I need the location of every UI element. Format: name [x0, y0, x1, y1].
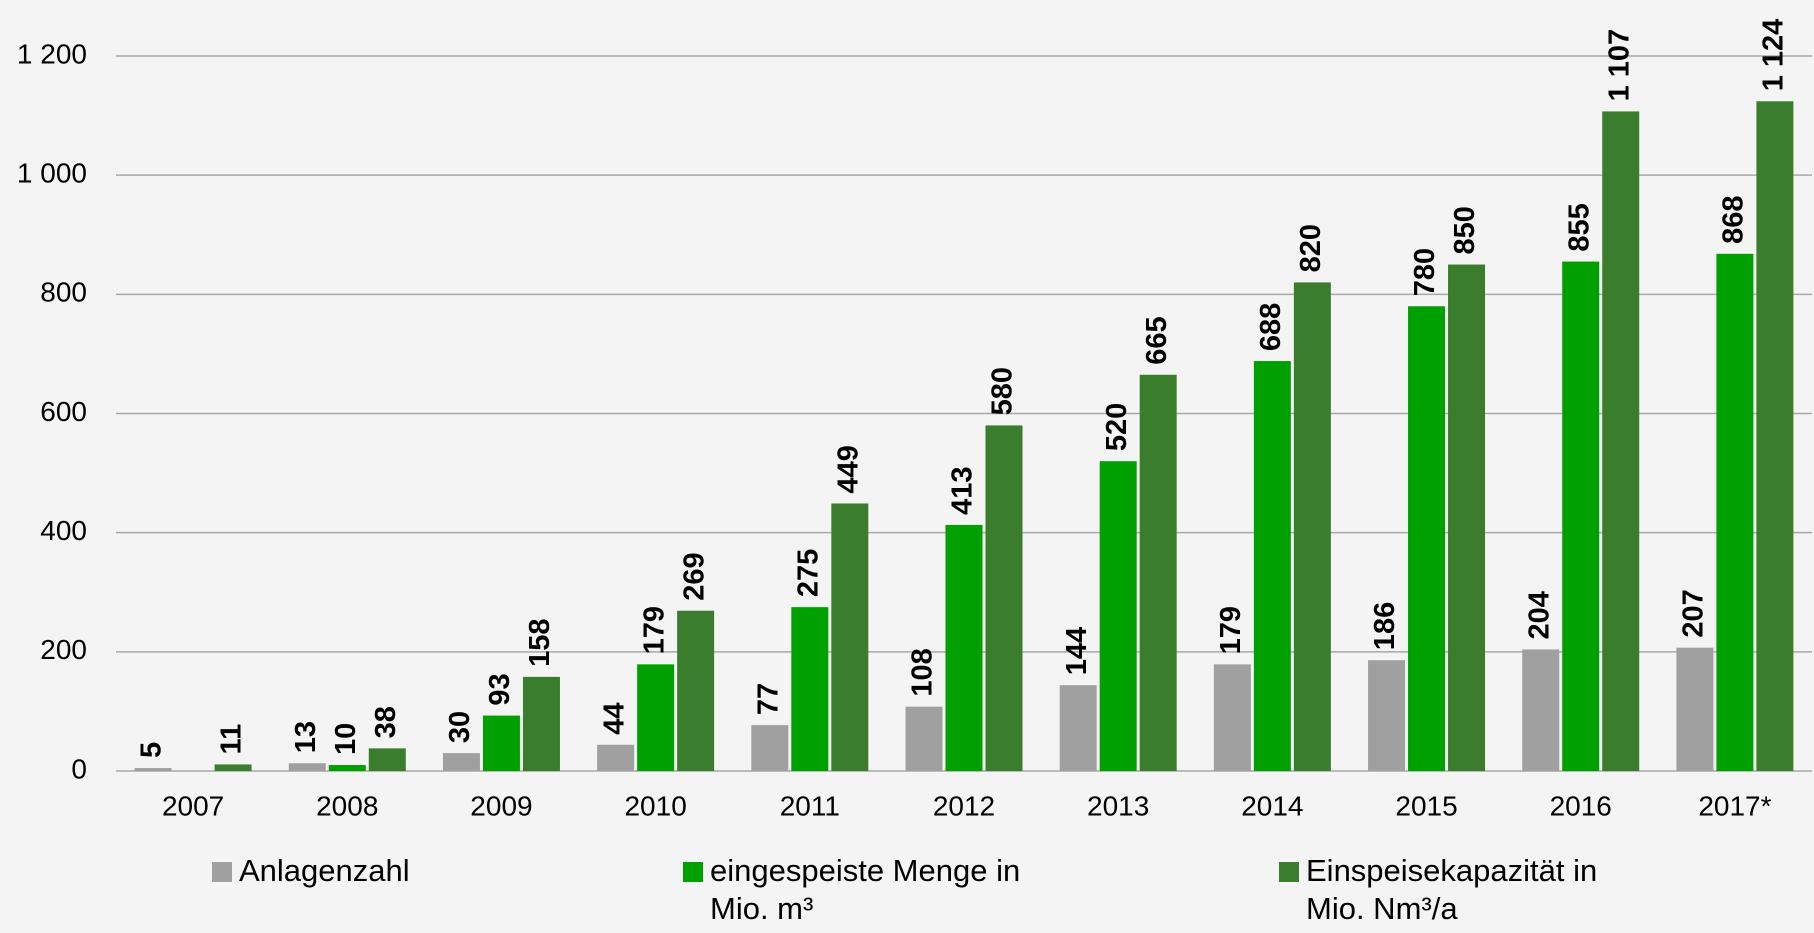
data-label: 144	[1061, 627, 1093, 675]
data-label: 449	[832, 445, 864, 493]
x-tick-label: 2010	[624, 790, 686, 821]
x-tick-label: 2017*	[1698, 790, 1771, 821]
data-label: 108	[907, 648, 939, 696]
data-label: 186	[1369, 602, 1401, 650]
bar	[985, 425, 1023, 771]
x-tick-label: 2011	[780, 790, 840, 821]
data-label: 820	[1295, 224, 1327, 272]
bar	[288, 763, 326, 771]
data-label: 275	[792, 549, 824, 597]
data-label: 38	[370, 706, 402, 738]
bar	[905, 706, 943, 771]
y-tick-label: 200	[40, 634, 87, 665]
data-label: 688	[1255, 303, 1287, 351]
y-tick-label: 0	[71, 753, 87, 784]
bar	[214, 764, 252, 771]
data-label: 580	[987, 367, 1019, 415]
bar	[1139, 374, 1177, 771]
data-label: 13	[290, 721, 322, 753]
bar	[482, 715, 520, 771]
data-label: 179	[1215, 606, 1247, 654]
bar	[134, 768, 172, 771]
data-label: 10	[330, 723, 362, 755]
data-label: 665	[1141, 316, 1173, 364]
data-label: 1 107	[1603, 29, 1635, 102]
bar	[368, 748, 406, 771]
data-label: 868	[1718, 195, 1750, 243]
data-label: 413	[947, 467, 979, 515]
data-label: 11	[216, 724, 248, 755]
bar	[1676, 647, 1714, 771]
legend-swatch	[683, 862, 703, 882]
bar	[442, 753, 480, 771]
data-label: 93	[484, 673, 516, 705]
bar	[945, 524, 983, 771]
legend-label: Einspeisekapazität in Mio. Nm³/a	[1306, 853, 1598, 926]
bar	[1562, 261, 1600, 771]
legend-swatch	[212, 862, 232, 882]
bar	[1293, 282, 1331, 771]
data-label: 780	[1409, 248, 1441, 296]
x-tick-label: 2015	[1395, 790, 1457, 821]
bar	[1253, 361, 1291, 771]
y-tick-label: 1 200	[17, 38, 87, 69]
bar	[1059, 685, 1097, 771]
data-label: 158	[524, 618, 556, 666]
x-tick-label: 2012	[933, 790, 995, 821]
bar	[1602, 111, 1640, 772]
data-label: 30	[444, 711, 476, 743]
bar	[1368, 660, 1406, 771]
bar	[522, 676, 560, 771]
bar	[1448, 264, 1486, 771]
bar	[1716, 253, 1754, 772]
x-tick-label: 2008	[316, 790, 378, 821]
bar	[791, 607, 829, 771]
bar	[1213, 664, 1251, 771]
data-label: 5	[136, 742, 168, 758]
data-label: 77	[752, 683, 784, 715]
y-tick-label: 600	[40, 396, 87, 427]
data-label: 44	[598, 703, 630, 735]
bar	[328, 765, 366, 771]
data-label: 1 124	[1758, 19, 1790, 92]
bar	[1756, 101, 1794, 772]
data-label: 179	[638, 606, 670, 654]
bar	[637, 664, 675, 771]
x-tick-label: 2016	[1550, 790, 1612, 821]
legend-label: eingespeiste Menge in Mio. m³	[710, 853, 1021, 926]
y-tick-label: 400	[40, 515, 87, 546]
data-label: 269	[678, 552, 710, 600]
bar	[677, 610, 715, 771]
bar	[1099, 461, 1137, 771]
legend-label: Anlagenzahl	[239, 853, 410, 888]
legend-swatch	[1279, 862, 1299, 882]
bar	[831, 503, 869, 771]
y-tick-label: 1 000	[17, 158, 87, 189]
data-label: 850	[1449, 206, 1481, 254]
data-label: 855	[1563, 203, 1595, 251]
bar	[1522, 649, 1560, 771]
y-tick-label: 800	[40, 277, 87, 308]
bar	[1408, 306, 1446, 771]
bar	[597, 744, 635, 771]
x-tick-label: 2007	[162, 790, 224, 821]
data-label: 520	[1101, 403, 1133, 451]
bar	[751, 725, 789, 771]
data-label: 207	[1678, 589, 1710, 637]
x-tick-label: 2014	[1241, 790, 1303, 821]
data-label: 204	[1523, 591, 1555, 639]
x-tick-label: 2009	[470, 790, 532, 821]
x-tick-label: 2013	[1087, 790, 1149, 821]
